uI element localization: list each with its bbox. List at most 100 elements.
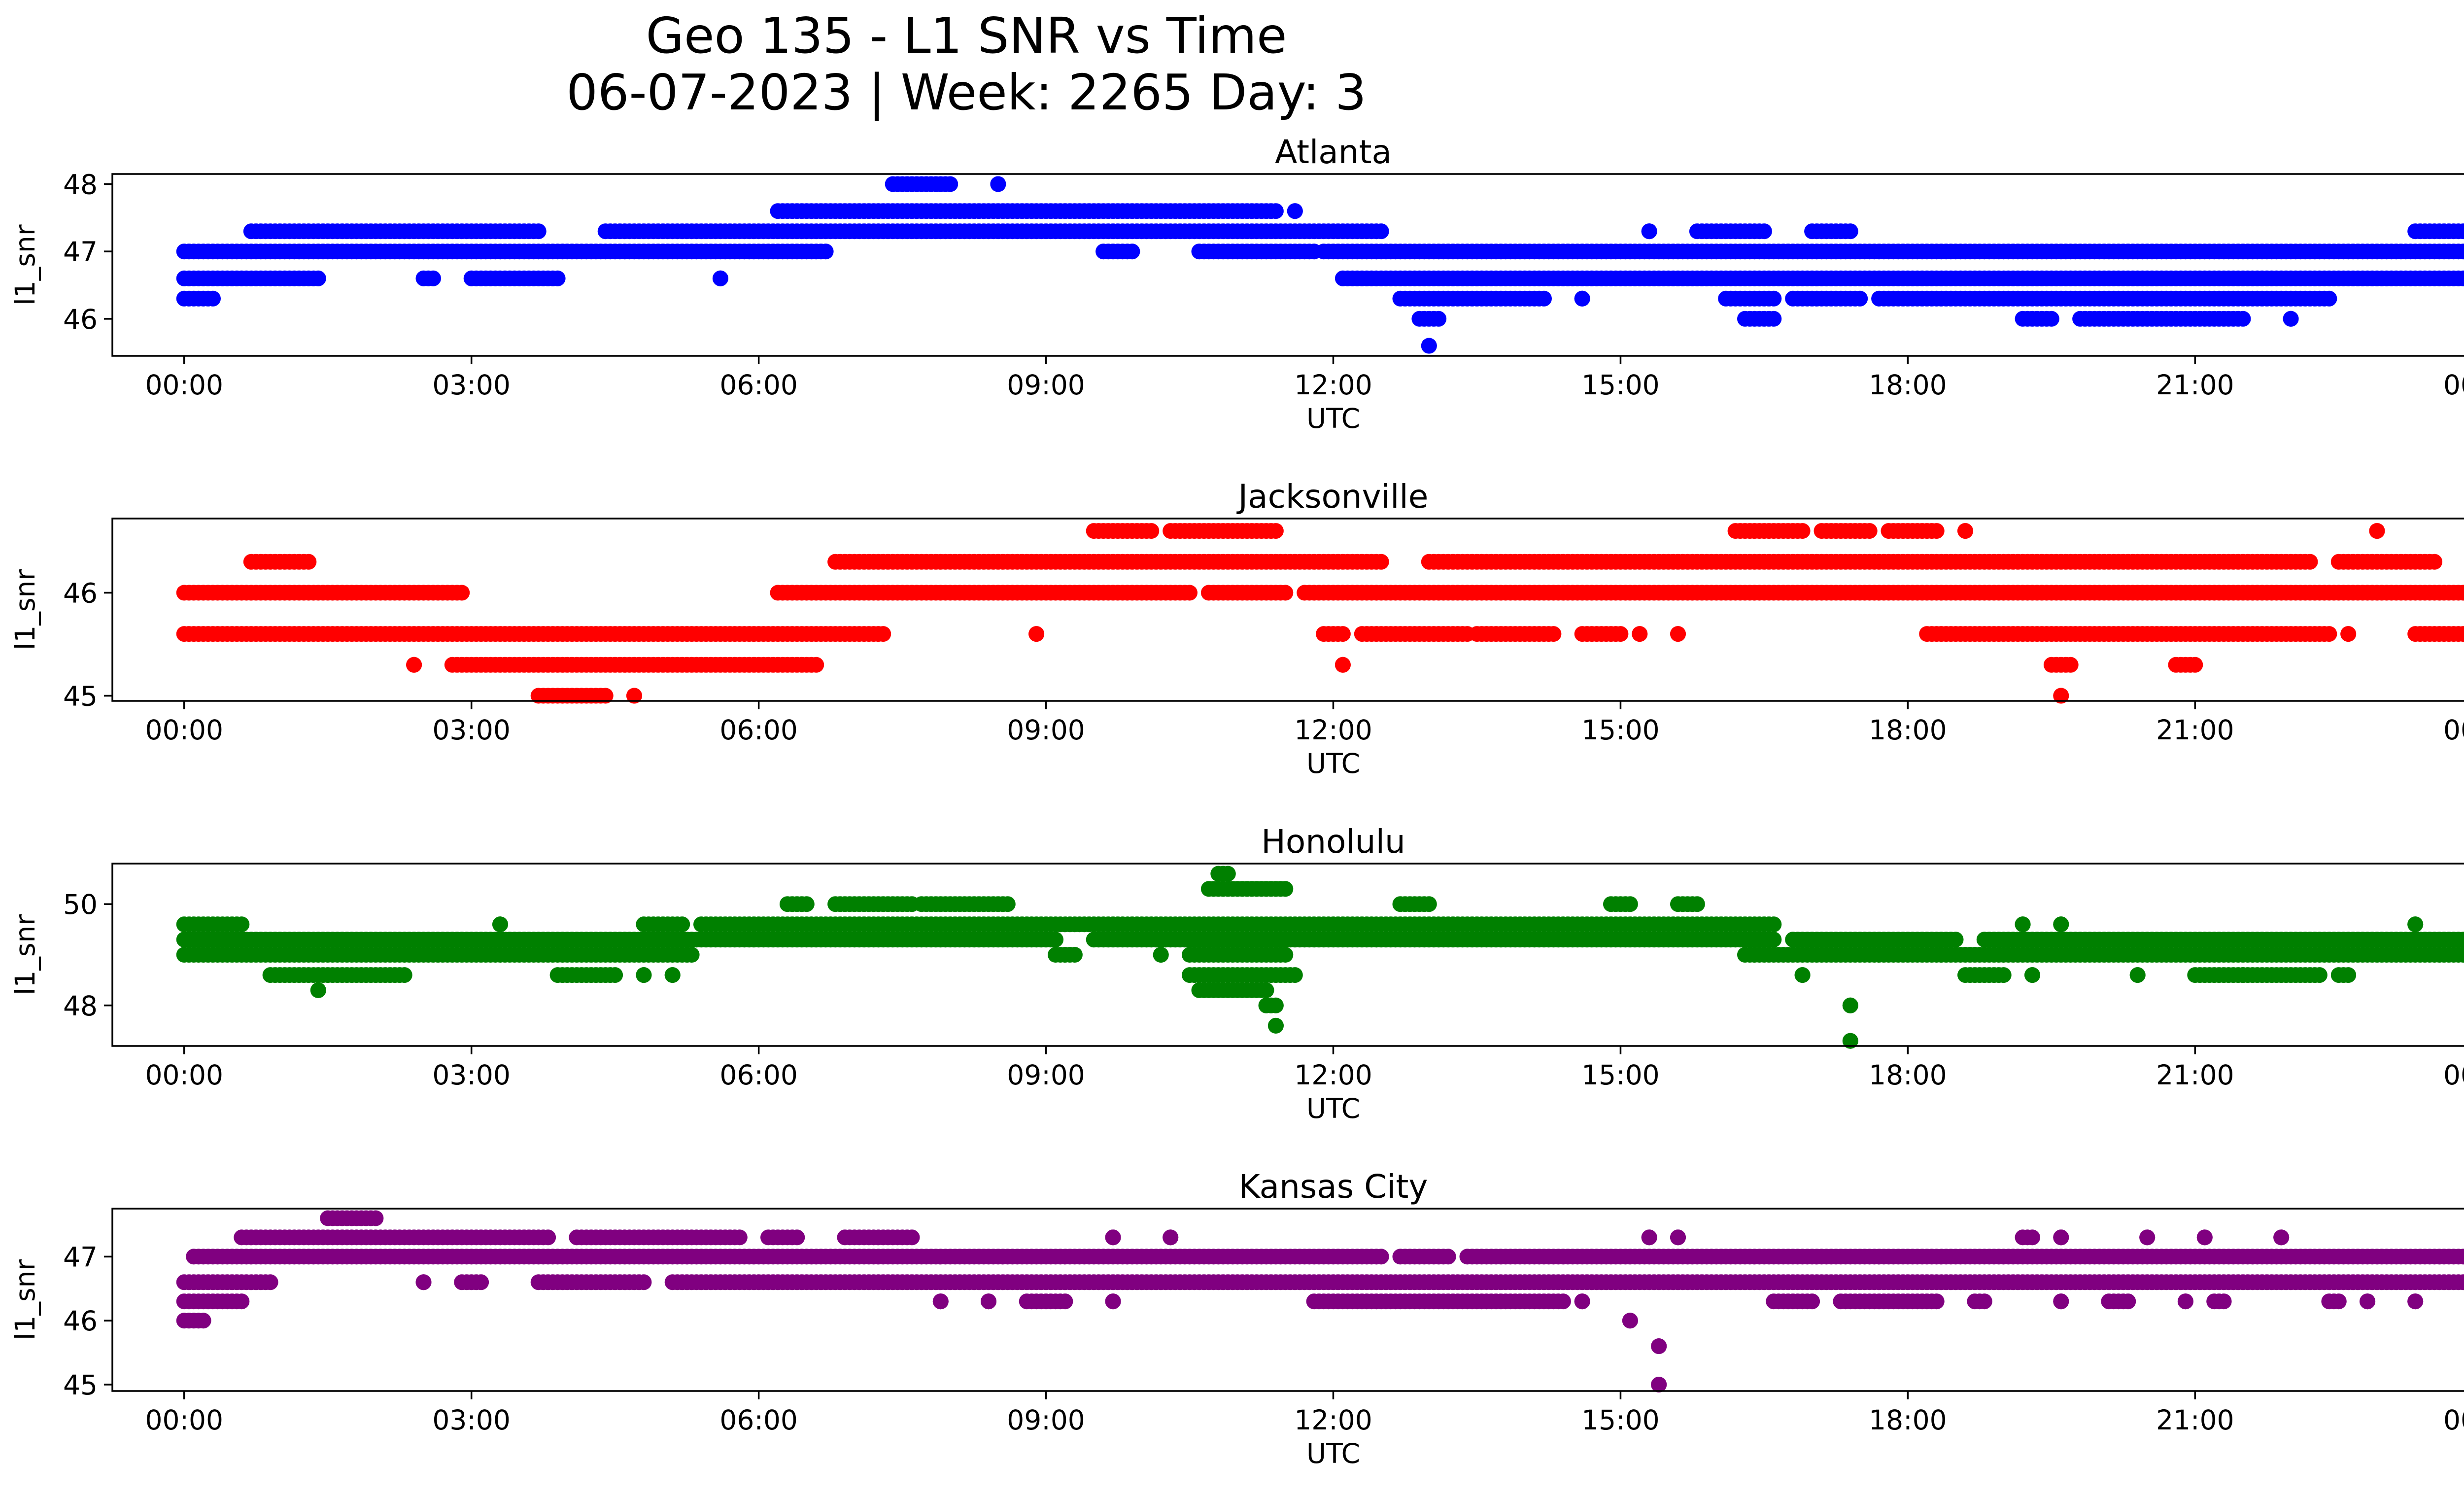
kansas-city-points-band-1-segment-4 [1105, 1229, 1121, 1246]
kansas-city-point [368, 1210, 384, 1226]
jacksonville-points-band-4-segment-1 [444, 657, 824, 673]
jacksonville-y-tick-label: 46 [63, 578, 98, 609]
atlanta-scatter-points [176, 176, 2464, 354]
jacksonville-point [1335, 657, 1351, 673]
kansas-city-points-band-1-segment-5 [1163, 1229, 1179, 1246]
jacksonville-y-tick-label: 45 [63, 681, 98, 712]
atlanta-point [990, 176, 1006, 192]
atlanta-points-band-6-segment-0 [1411, 311, 1447, 327]
jacksonville-points-band-0-segment-5 [1957, 523, 1973, 539]
jacksonville-points-band-3-segment-5 [1574, 626, 1629, 642]
honolulu-point [1267, 997, 1284, 1013]
kansas-city-point [1641, 1229, 1657, 1246]
atlanta-points-band-4-segment-1 [990, 176, 1006, 192]
honolulu-points-band-6-segment-4 [1182, 967, 1303, 983]
honolulu-points-band-6-segment-10 [2235, 967, 2327, 983]
atlanta-point [2460, 244, 2464, 258]
honolulu-points-band-3-segment-3 [1392, 896, 1437, 912]
honolulu-point [2024, 967, 2040, 983]
jacksonville-point [406, 657, 422, 673]
kansas-city-points-band-2-segment-2 [1459, 1249, 2464, 1265]
atlanta-points-band-5-segment-0 [176, 290, 221, 307]
atlanta-x-tick-label: 18:00 [1869, 369, 1947, 401]
jacksonville-points-band-3-segment-7 [1670, 626, 1686, 642]
atlanta-point [1574, 290, 1590, 307]
honolulu-point [1948, 932, 1964, 948]
honolulu-points-band-2-segment-0 [176, 947, 700, 963]
jacksonville-points-band-4-segment-4 [2168, 657, 2203, 673]
honolulu-point [310, 982, 326, 998]
atlanta-points-band-1-segment-1 [415, 270, 441, 286]
honolulu-point [1689, 896, 1705, 912]
atlanta-point [549, 270, 566, 286]
atlanta-points-band-5-segment-1 [1392, 290, 1552, 307]
atlanta-points-band-4-segment-0 [885, 176, 958, 192]
atlanta-points-band-5-segment-2 [1574, 290, 1590, 307]
jacksonville-points-band-4-segment-2 [1335, 657, 1351, 673]
atlanta-point [1431, 311, 1447, 327]
atlanta-points-band-2-segment-3 [1689, 223, 1772, 240]
atlanta-points-band-7-segment-0 [1421, 338, 1437, 354]
jacksonville-point [1182, 585, 1198, 601]
kansas-city-points-band-1-segment-9 [2053, 1229, 2069, 1246]
honolulu-point [234, 916, 250, 933]
honolulu-point [2015, 916, 2031, 933]
honolulu-point [1277, 881, 1294, 897]
atlanta-points-band-6-segment-1 [1737, 311, 1782, 327]
honolulu-point [1622, 896, 1638, 912]
jacksonville-point [808, 657, 824, 673]
atlanta-x-axis-label: UTC [1306, 403, 1360, 434]
jacksonville-x-tick-label: 18:00 [1869, 714, 1947, 746]
honolulu-points-band-0-segment-6 [2407, 916, 2424, 933]
atlanta-points-band-2-segment-4 [1804, 223, 1858, 240]
kansas-city-point [540, 1229, 556, 1246]
atlanta-y-axis-label: l1_snr [9, 224, 41, 305]
atlanta-points-band-0-segment-3 [1316, 243, 2464, 260]
atlanta-point [530, 223, 547, 240]
kansas-city-point [789, 1229, 805, 1246]
atlanta-points-band-1-segment-4 [1335, 270, 2464, 286]
kansas-city-panel-title: Kansas City [1239, 1168, 1428, 1206]
jacksonville-point [1861, 523, 1878, 539]
honolulu-points-band-0-segment-4 [2015, 916, 2031, 933]
kansas-city-point [1163, 1229, 1179, 1246]
atlanta-point [2235, 311, 2251, 327]
honolulu-point [396, 967, 412, 983]
jacksonville-x-tick-label: 15:00 [1581, 714, 1660, 746]
jacksonville-point [2369, 523, 2385, 539]
honolulu-points-band-1-segment-2 [1785, 932, 1964, 948]
jacksonville-x-tick-label: 12:00 [1294, 714, 1372, 746]
honolulu-x-tick-label: 12:00 [1294, 1059, 1372, 1091]
kansas-city-points-band-1-segment-7 [1670, 1229, 1686, 1246]
kansas-city-points-band-3-segment-1 [415, 1274, 432, 1290]
jacksonville-x-tick-label: 06:00 [719, 714, 798, 746]
jacksonville-points-band-3-segment-3 [1354, 626, 1475, 642]
atlanta-x-tick-label: 03:00 [432, 369, 511, 401]
jacksonville-points-band-3-segment-10 [2407, 626, 2464, 642]
atlanta-point [1842, 223, 1858, 240]
honolulu-point [492, 916, 508, 933]
honolulu-points-band-3-segment-2 [914, 896, 1016, 912]
kansas-city-point [2139, 1229, 2156, 1246]
jacksonville-point [2321, 626, 2337, 642]
kansas-city-points-band-3-segment-0 [176, 1274, 278, 1290]
kansas-city-points-band-3-segment-2 [454, 1274, 489, 1290]
kansas-city-points-band-1-segment-6 [1641, 1229, 1657, 1246]
kansas-city-points-band-1-segment-3 [837, 1229, 920, 1246]
honolulu-points-band-0-segment-3 [693, 916, 1782, 933]
honolulu-points-band-6-segment-1 [549, 967, 623, 983]
atlanta-points-band-3-segment-0 [770, 203, 1284, 219]
honolulu-points-band-6-segment-6 [1957, 967, 2012, 983]
jacksonville-points-band-2-segment-2 [1200, 585, 1294, 601]
honolulu-x-axis-label: UTC [1306, 1093, 1360, 1124]
jacksonville-points-band-3-segment-4 [1469, 626, 1562, 642]
honolulu-point [674, 916, 690, 933]
kansas-city-point [2196, 1229, 2213, 1246]
kansas-city-points-band-2-segment-1 [1392, 1249, 1456, 1265]
jacksonville-x-tick-label: 00:00 [2443, 714, 2464, 746]
honolulu-points-band-2-segment-1 [1048, 947, 1083, 963]
honolulu-point [2407, 916, 2424, 933]
kansas-city-point [1373, 1249, 1389, 1265]
jacksonville-point [1957, 523, 1973, 539]
